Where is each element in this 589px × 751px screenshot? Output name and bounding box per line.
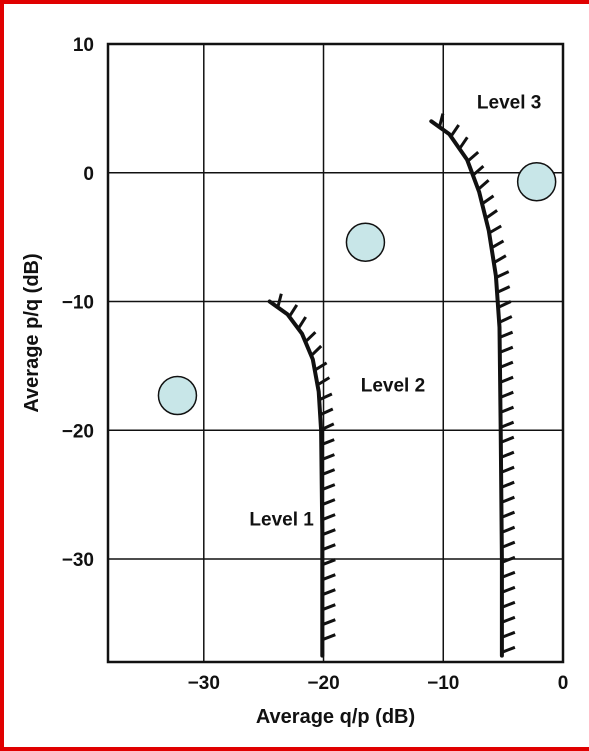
curve-series-0 [267,299,325,658]
curve-series-1 [429,119,504,658]
hatch-mark [276,293,283,308]
hatch-mark [477,179,490,191]
y-tick-label: −20 [62,421,94,442]
data-point-0 [157,375,198,416]
hatch-mark [297,316,307,330]
annotation-label: Level 2 [361,376,425,397]
hatch-mark [321,603,336,612]
hatch-mark [484,209,498,220]
hatch-mark [321,513,336,522]
hatch-mark [500,510,516,519]
x-axis-title: Average q/p (dB) [256,706,415,728]
hatch-mark [499,390,514,399]
hatch-mark [501,555,516,564]
hatch-mark [501,525,516,534]
hatch-mark [449,124,460,138]
hatch-mark [488,224,502,235]
y-tick-label: −10 [62,293,94,314]
hatch-mark [495,270,510,279]
hatch-mark [320,453,335,462]
hatch-mark [321,588,336,597]
hatch-mark [500,465,515,474]
x-tick-label: −30 [188,673,220,694]
hatch-mark [501,600,516,609]
hatch-mark [304,331,317,343]
hatch-mark [500,435,515,444]
hatch-mark [466,150,480,163]
hatch-mark [499,405,515,414]
y-tick-label: 10 [73,35,94,56]
hatch-mark [501,615,516,624]
hatch-mark [497,300,512,309]
annotation-label: Level 3 [477,92,541,113]
hatch-mark [500,450,515,459]
hatch-mark [321,543,336,552]
data-point-1 [345,222,386,263]
hatch-mark [500,420,515,429]
hatch-mark [321,573,336,582]
hatch-mark [320,438,335,447]
y-axis-title: Average p/q (dB) [21,253,43,412]
annotations: Level 1 Level 2 Level 3 [249,92,541,530]
hatch-mark [318,392,333,402]
data-point-2 [516,162,557,202]
hatch-mark [500,480,515,489]
hatch-mark [320,422,335,432]
grid [108,43,564,662]
hatch-mark [321,483,336,492]
annotation-label: Level 1 [249,510,314,531]
markers [157,162,557,416]
hatch-mark [493,254,507,264]
hatch-mark [313,361,328,372]
x-tick-label: −10 [427,673,459,694]
hatch-mark [321,468,336,477]
hatch-mark [501,585,516,594]
hatch-mark [316,376,331,387]
hatch-mark [499,360,514,369]
curves [267,113,516,658]
hatch-mark [501,630,516,639]
plot-area [106,42,565,664]
hatch-mark [319,407,334,417]
hatch-mark [496,285,511,294]
hatch-mark [321,498,336,507]
hatch-mark [501,570,516,579]
y-tick-label: 0 [83,164,94,185]
hatch-mark [321,528,336,537]
hatch-mark [321,558,336,567]
hatch-mark [499,375,514,384]
hatch-mark [321,618,336,627]
x-tick-label: −20 [307,673,339,694]
hatch-mark [437,113,445,128]
tick-labels: −30 −20 −10 0 10 0 −10 −20 −30 [62,35,569,694]
hatch-mark [458,136,469,150]
hatch-mark [499,330,514,339]
hatch-mark [501,540,516,549]
hatch-mark [499,345,514,354]
hatch-mark [500,495,515,504]
hatch-mark [481,194,495,206]
hatch-mark [321,633,336,642]
hatch-mark [501,645,516,654]
hatch-mark [498,315,513,324]
hatch-mark [490,239,505,250]
x-tick-label: 0 [558,673,569,694]
hatch-mark [288,304,299,318]
hatch-mark [472,164,485,177]
y-tick-label: −30 [62,550,94,571]
hatch-mark [310,344,323,357]
